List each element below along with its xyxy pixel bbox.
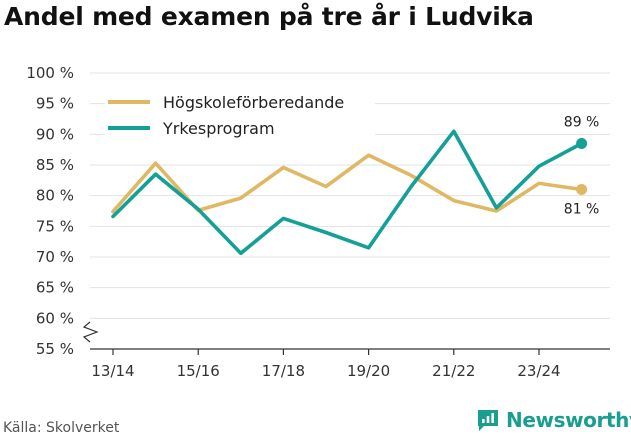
newsworthy-logo: Newsworthy xyxy=(476,408,631,432)
source-note: Källa: Skolverket xyxy=(3,420,120,436)
series-end-label: 89 % xyxy=(564,115,600,131)
logo-text: Newsworthy xyxy=(506,408,631,432)
y-tick-label: 80 % xyxy=(36,187,74,205)
x-axis: 13/14 15/16 17/18 19/20 21/22 23/24 xyxy=(82,321,610,380)
legend-label: Yrkesprogram xyxy=(162,119,275,138)
legend-label: Högskoleförberedande xyxy=(163,93,344,112)
series-lines: 81 % 89 % xyxy=(111,115,600,256)
legend-backdrop xyxy=(105,119,375,139)
y-axis-ticks: 55 % 60 % 65 % 70 % 75 % 80 % 85 % 90 % 95 % 100 … xyxy=(26,64,74,358)
series-end-label: 81 % xyxy=(564,202,600,218)
legend-backdrop xyxy=(105,93,375,113)
y-tick-label: 95 % xyxy=(36,95,74,113)
axis-break-icon xyxy=(82,321,99,343)
x-tick-label: 17/18 xyxy=(262,362,305,380)
x-tick-label: 13/14 xyxy=(91,362,134,380)
y-tick-label: 60 % xyxy=(36,309,74,327)
y-tick-label: 70 % xyxy=(36,248,74,266)
y-tick-label: 85 % xyxy=(36,156,74,174)
x-tick-label: 21/22 xyxy=(432,362,475,380)
series-line xyxy=(111,129,584,256)
y-tick-label: 75 % xyxy=(36,217,74,235)
x-tick-label: 15/16 xyxy=(177,362,220,380)
legend: Högskoleförberedande Yrkesprogram xyxy=(105,93,375,139)
y-tick-label: 100 % xyxy=(26,64,74,82)
x-tick-label: 23/24 xyxy=(517,362,560,380)
series-end-point xyxy=(576,138,588,150)
series-end-point xyxy=(576,184,588,196)
series-line xyxy=(111,153,584,214)
y-tick-label: 65 % xyxy=(36,279,74,297)
y-tick-label: 55 % xyxy=(36,340,74,358)
newsworthy-logo-icon xyxy=(478,410,498,431)
x-tick-label: 19/20 xyxy=(347,362,390,380)
chart-title: Andel med examen på tre år i Ludvika xyxy=(4,2,534,31)
y-tick-label: 90 % xyxy=(36,125,74,143)
